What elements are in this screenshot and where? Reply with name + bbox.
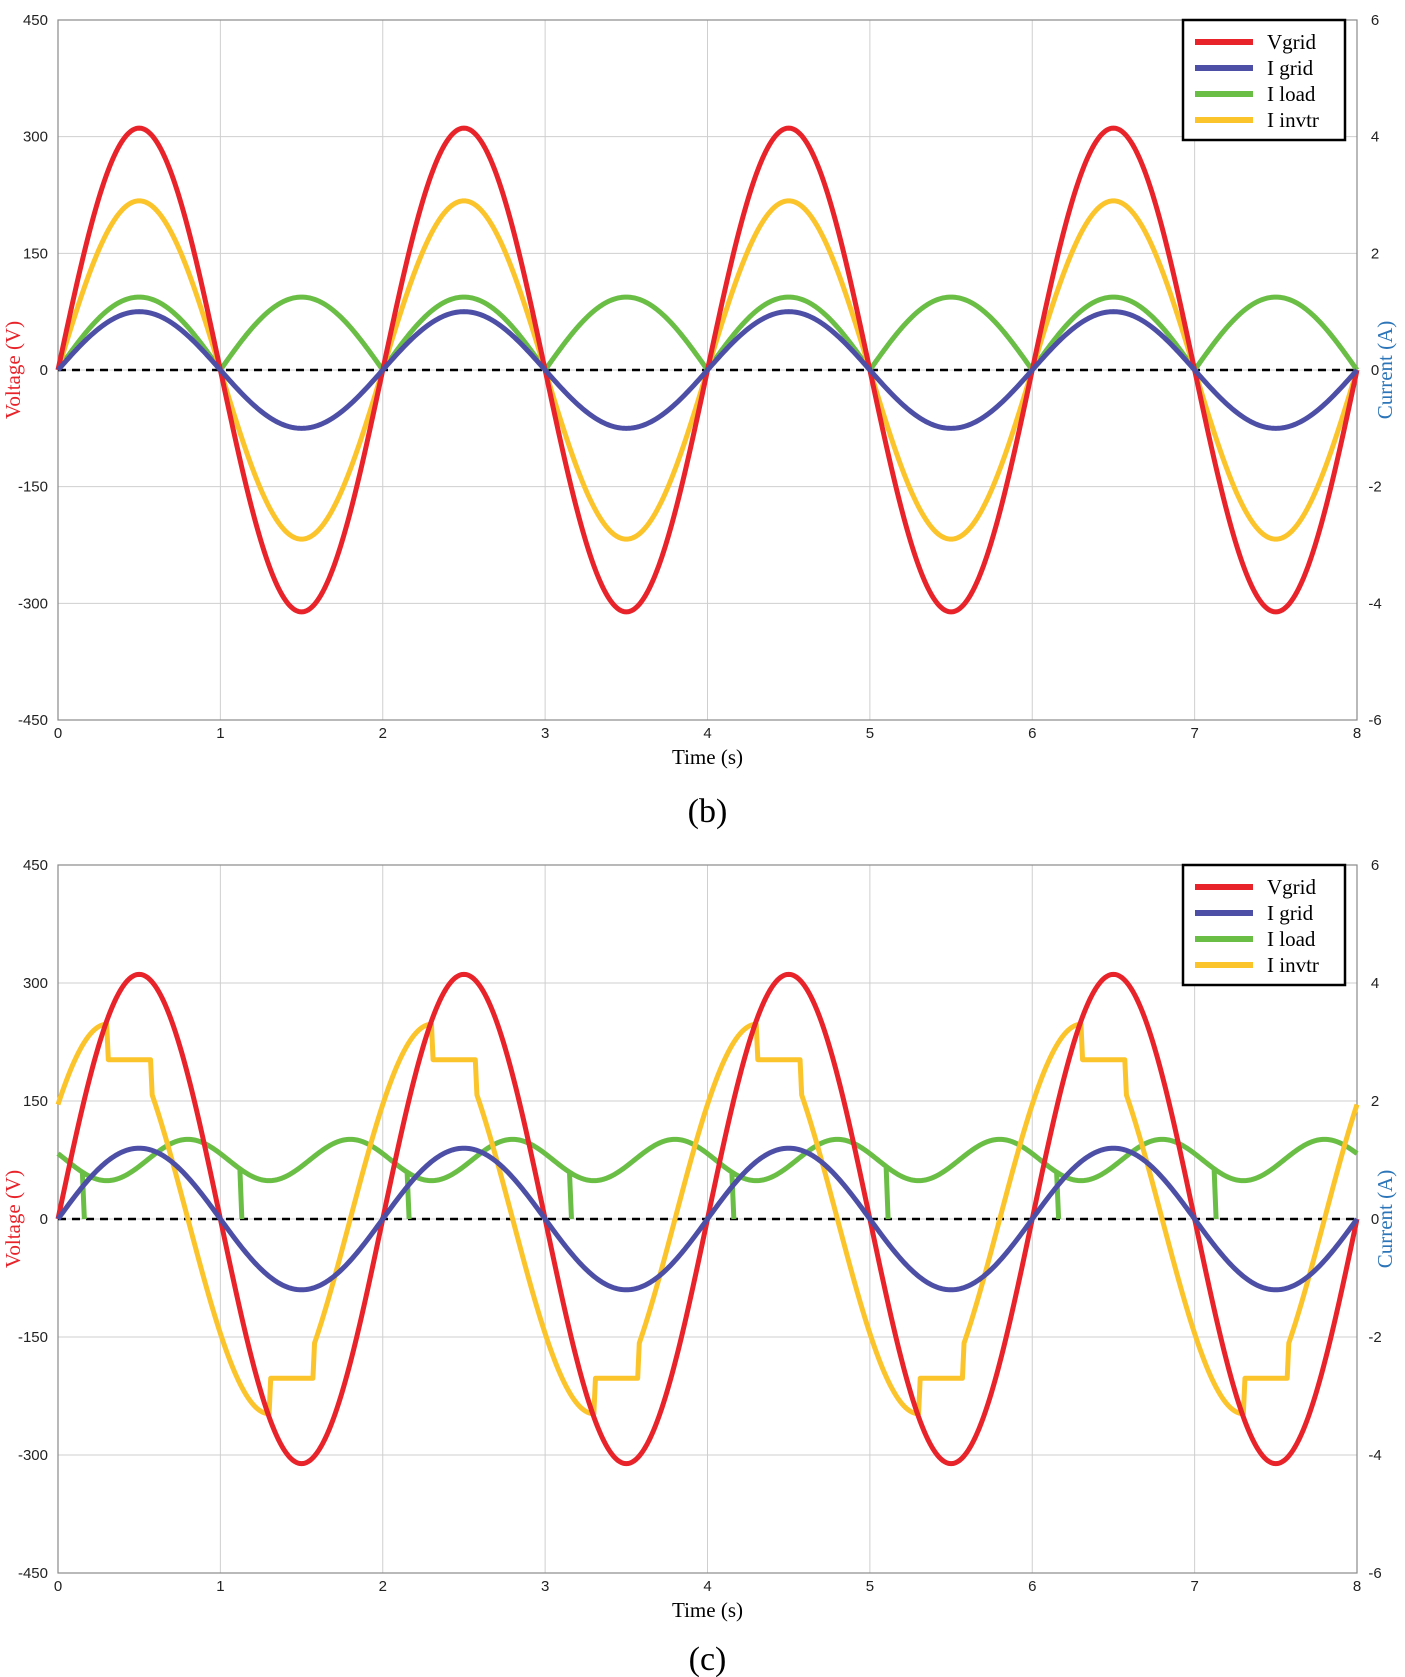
chart-b: 0 1 2 3 4 5 6 7 8 450 300 150 0 -150 -300 -450 6 4 2 0 -2 -4 -… <box>1 12 1397 830</box>
x-tick-label: 1 <box>216 1578 224 1595</box>
y-left-tick-label: 0 <box>40 1211 48 1228</box>
y-left-axis-title: Voltage (V) <box>1 1170 25 1268</box>
y-left-tick-label: -450 <box>18 712 48 729</box>
y-right-tick-label: -2 <box>1368 1329 1381 1346</box>
caption: (b) <box>688 793 728 830</box>
x-tick-label: 3 <box>541 1578 549 1595</box>
y-right-tick-label: 2 <box>1371 245 1379 262</box>
x-tick-label: 8 <box>1353 725 1361 742</box>
series-i-grid <box>56 309 1359 431</box>
x-tick-label: 5 <box>866 725 874 742</box>
y-left-tick-label: 150 <box>23 245 48 262</box>
y-right-tick-label: 0 <box>1371 362 1379 379</box>
series-i-load <box>56 1136 1359 1220</box>
x-axis-title: Time (s) <box>672 745 743 769</box>
x-tick-label: 4 <box>703 725 711 742</box>
x-tick-label: 4 <box>703 1578 711 1595</box>
y-left-tick-label: 300 <box>23 129 48 146</box>
y-right-axis-title: Current (A) <box>1373 321 1397 420</box>
caption: (c) <box>689 1641 727 1677</box>
y-right-tick-label: 6 <box>1371 12 1379 29</box>
y-right-tick-label: -2 <box>1368 479 1381 496</box>
chart-c: 0 1 2 3 4 5 6 7 8 450 300 150 0 -150 -300 -450 6 4 2 0 -2 -4 -… <box>1 857 1397 1677</box>
legend-label: Vgrid <box>1267 875 1316 899</box>
y-right-tick-label: 6 <box>1371 857 1379 874</box>
y-right-tick-label: 4 <box>1371 975 1379 992</box>
x-tick-label: 7 <box>1190 1578 1198 1595</box>
y-left-tick-label: 450 <box>23 12 48 29</box>
x-tick-label: 0 <box>54 725 62 742</box>
y-left-tick-label: 150 <box>23 1093 48 1110</box>
y-right-tick-label: 4 <box>1371 129 1379 146</box>
x-axis-title: Time (s) <box>672 1598 743 1622</box>
legend-label: I load <box>1267 927 1316 951</box>
y-right-axis-title: Current (A) <box>1373 1170 1397 1269</box>
y-left-tick-label: 300 <box>23 975 48 992</box>
y-left-tick-label: -450 <box>18 1565 48 1582</box>
y-right-tick-label: -4 <box>1368 595 1381 612</box>
x-tick-label: 3 <box>541 725 549 742</box>
x-tick-label: 2 <box>379 725 387 742</box>
y-right-tick-label: -6 <box>1368 712 1381 729</box>
x-tick-label: 5 <box>866 1578 874 1595</box>
y-left-tick-label: -300 <box>18 1447 48 1464</box>
x-tick-label: 1 <box>216 725 224 742</box>
legend-label: I grid <box>1267 56 1314 80</box>
y-left-axis-title: Voltage (V) <box>1 321 25 419</box>
y-left-tick-label: 450 <box>23 857 48 874</box>
x-tick-label: 6 <box>1028 725 1036 742</box>
x-tick-label: 6 <box>1028 1578 1036 1595</box>
y-left-tick-label: -150 <box>18 479 48 496</box>
legend-label: I load <box>1267 82 1316 106</box>
y-left-tick-label: 0 <box>40 362 48 379</box>
y-right-tick-label: 0 <box>1371 1211 1379 1228</box>
x-tick-label: 0 <box>54 1578 62 1595</box>
legend-label: I invtr <box>1267 953 1319 977</box>
y-right-tick-label: 2 <box>1371 1093 1379 1110</box>
y-right-tick-label: -4 <box>1368 1447 1381 1464</box>
legend-label: I invtr <box>1267 108 1319 132</box>
legend-label: Vgrid <box>1267 30 1316 54</box>
series-i-grid <box>55 1145 1360 1293</box>
x-tick-label: 8 <box>1353 1578 1361 1595</box>
legend-label: I grid <box>1267 901 1314 925</box>
y-left-tick-label: -300 <box>18 595 48 612</box>
series-i-invtr <box>55 1021 1360 1417</box>
x-tick-label: 2 <box>379 1578 387 1595</box>
x-tick-label: 7 <box>1190 725 1198 742</box>
y-left-tick-label: -150 <box>18 1329 48 1346</box>
y-right-tick-label: -6 <box>1368 1565 1381 1582</box>
